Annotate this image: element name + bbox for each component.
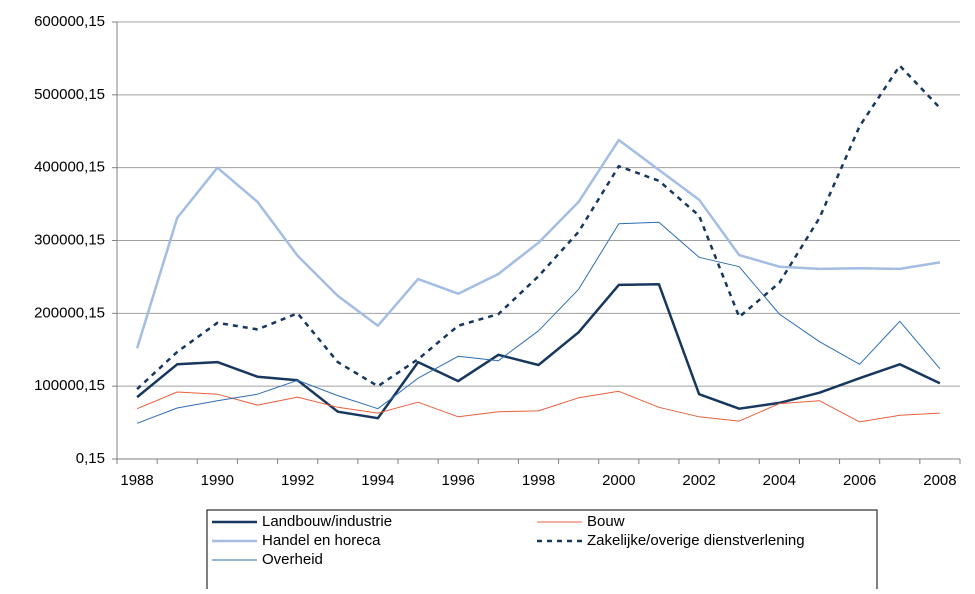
y-tick-label: 100000,15: [34, 377, 105, 394]
series-line: [136, 221, 941, 424]
y-tick-label: 500000,15: [34, 86, 105, 103]
legend-label: Landbouw/industrie: [262, 513, 392, 530]
x-tick-label: 1988: [120, 472, 153, 489]
x-tick-label: 1998: [522, 472, 555, 489]
y-tick-label: 600000,15: [34, 13, 105, 30]
x-tick-label: 1996: [442, 472, 475, 489]
y-tick-label: 400000,15: [34, 159, 105, 176]
y-tick-label: 300000,15: [34, 231, 105, 248]
x-tick-label: 2002: [682, 472, 715, 489]
x-tick-label: 2008: [923, 472, 956, 489]
x-tick-label: 1994: [361, 472, 394, 489]
y-tick-label: 0,15: [76, 450, 105, 467]
x-tick-label: 1992: [281, 472, 314, 489]
legend-label: Bouw: [587, 513, 625, 530]
series-line: [136, 282, 941, 420]
x-tick-label: 1990: [201, 472, 234, 489]
y-tick-label: 200000,15: [34, 304, 105, 321]
legend-label: Overheid: [262, 551, 323, 568]
legend-box: [206, 509, 878, 591]
series-line: [136, 64, 941, 391]
x-tick-label: 2000: [602, 472, 635, 489]
legend-label: Handel en horeca: [262, 532, 381, 549]
series-line: [136, 390, 940, 423]
x-tick-label: 2004: [763, 472, 796, 489]
series-line: [135, 138, 941, 349]
x-tick-label: 2006: [843, 472, 876, 489]
legend-label: Zakelijke/overige dienstverlening: [587, 532, 805, 549]
